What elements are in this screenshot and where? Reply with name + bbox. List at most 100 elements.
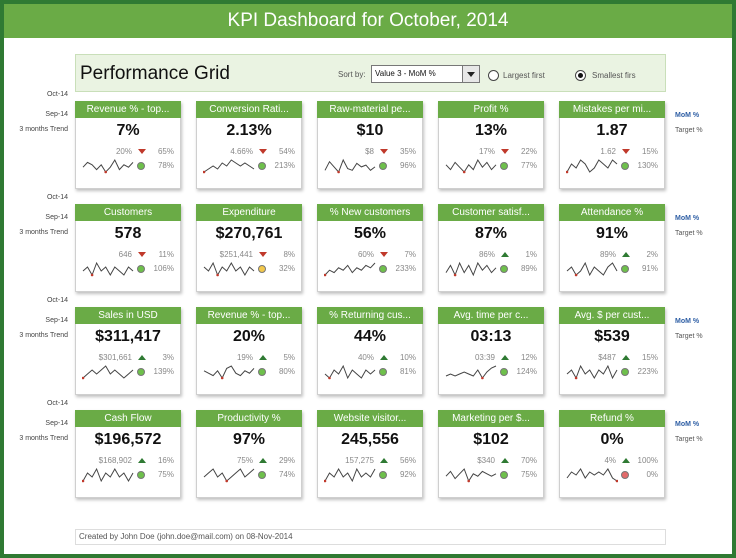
status-dot-icon bbox=[258, 265, 266, 273]
kpi-card-title: Attendance % bbox=[559, 204, 665, 221]
trend-sparkline bbox=[324, 467, 376, 483]
kpi-card[interactable]: Attendance % 91% 89% 2% 91% bbox=[559, 204, 665, 292]
triangle-down-icon bbox=[622, 149, 630, 154]
kpi-previous-value: $487 bbox=[598, 353, 616, 362]
row-label-current: Oct-14 bbox=[46, 91, 68, 98]
kpi-card-title: Customer satisf... bbox=[438, 204, 544, 221]
triangle-down-icon bbox=[259, 252, 267, 257]
kpi-card[interactable]: Sales in USD $311,417 $301,661 3% 139% bbox=[75, 307, 181, 395]
kpi-card[interactable]: Avg. time per c... 03:13 03:39 12% 124% bbox=[438, 307, 544, 395]
kpi-card[interactable]: Avg. $ per cust... $539 $487 15% 223% bbox=[559, 307, 665, 395]
triangle-down-icon bbox=[501, 149, 509, 154]
sort-by-label: Sort by: bbox=[338, 70, 366, 79]
kpi-card[interactable]: Cash Flow $196,572 $168,902 16% 75% bbox=[75, 410, 181, 498]
kpi-mom-percent: 54% bbox=[278, 147, 295, 156]
trend-sparkline bbox=[203, 365, 255, 380]
sparkline-low-marker bbox=[615, 479, 618, 483]
kpi-card[interactable]: % Returning cus... 44% 40% 10% 81% bbox=[317, 307, 423, 395]
kpi-target-percent: 92% bbox=[399, 470, 416, 479]
sort-dropdown[interactable]: Value 3 - MoM % bbox=[371, 65, 480, 83]
triangle-down-icon bbox=[259, 149, 267, 154]
kpi-target-percent: 213% bbox=[274, 161, 295, 170]
kpi-target-percent: 223% bbox=[637, 367, 658, 376]
kpi-card[interactable]: Refund % 0% 4% 100% 0% bbox=[559, 410, 665, 498]
sparkline-path bbox=[566, 261, 618, 277]
kpi-card[interactable]: Marketing per $... $102 $340 70% 75% bbox=[438, 410, 544, 498]
sparkline-low-marker bbox=[90, 273, 94, 277]
kpi-card-title: Sales in USD bbox=[75, 307, 181, 324]
status-dot-icon bbox=[500, 265, 508, 273]
row-label-trend: 3 months Trend bbox=[19, 332, 68, 339]
row-label-trend: 3 months Trend bbox=[19, 126, 68, 133]
triangle-up-icon bbox=[501, 458, 509, 463]
triangle-up-icon bbox=[138, 355, 146, 360]
sparkline-low-marker bbox=[220, 376, 224, 380]
trend-sparkline bbox=[445, 468, 497, 483]
kpi-card-title: % New customers bbox=[317, 204, 423, 221]
kpi-previous-value: 89% bbox=[599, 250, 616, 259]
kpi-card-title: Mistakes per mi... bbox=[559, 101, 665, 118]
mom-label: MoM % bbox=[675, 421, 700, 428]
trend-sparkline bbox=[566, 261, 618, 277]
sparkline-path bbox=[203, 261, 255, 277]
sparkline-path bbox=[324, 467, 376, 483]
sparkline-low-marker bbox=[574, 376, 578, 380]
row-label-previous: Sep-14 bbox=[45, 111, 68, 118]
kpi-card[interactable]: Mistakes per mi... 1.87 1.62 15% 130% bbox=[559, 101, 665, 189]
kpi-mom-percent: 35% bbox=[399, 147, 416, 156]
kpi-target-percent: 0% bbox=[646, 470, 658, 479]
row-label-previous: Sep-14 bbox=[45, 317, 68, 324]
trend-sparkline bbox=[82, 365, 134, 380]
kpi-mom-percent: 11% bbox=[158, 250, 174, 259]
kpi-previous-value: 4% bbox=[604, 456, 616, 465]
kpi-target-percent: 91% bbox=[641, 264, 658, 273]
kpi-card[interactable]: Expenditure $270,761 $251,441 8% 32% bbox=[196, 204, 302, 292]
kpi-card[interactable]: Website visitor... 245,556 157,275 56% 92% bbox=[317, 410, 423, 498]
sparkline-low-marker bbox=[216, 273, 219, 277]
triangle-up-icon bbox=[380, 355, 388, 360]
status-dot-icon bbox=[137, 265, 145, 273]
chevron-down-icon[interactable] bbox=[462, 66, 479, 82]
trend-sparkline bbox=[324, 158, 376, 174]
kpi-card[interactable]: Productivity % 97% 75% 29% 74% bbox=[196, 410, 302, 498]
radio-smallest-first-label: Smallest firs bbox=[592, 71, 636, 80]
sparkline-path bbox=[82, 467, 134, 483]
radio-largest-first-label: Largest first bbox=[503, 71, 545, 80]
trend-sparkline bbox=[324, 262, 376, 277]
radio-largest-first[interactable] bbox=[488, 70, 499, 81]
kpi-current-value: 1.87 bbox=[596, 122, 628, 139]
sparkline-path bbox=[82, 158, 134, 173]
sparkline-low-marker bbox=[462, 170, 466, 174]
row-label-current: Oct-14 bbox=[46, 400, 68, 407]
kpi-card[interactable]: % New customers 56% 60% 7% 233% bbox=[317, 204, 423, 292]
kpi-previous-value: 1.62 bbox=[600, 147, 616, 156]
kpi-card[interactable]: Customer satisf... 87% 86% 1% 89% bbox=[438, 204, 544, 292]
kpi-card[interactable]: Revenue % - top... 7% 20% 65% 78% bbox=[75, 101, 181, 189]
kpi-card[interactable]: Raw-material pe... $10 $8 35% 96% bbox=[317, 101, 423, 189]
sparkline-path bbox=[445, 468, 497, 483]
mom-label: MoM % bbox=[675, 318, 700, 325]
sparkline-path bbox=[203, 468, 255, 482]
kpi-card-title: % Returning cus... bbox=[317, 307, 423, 324]
sparkline-path bbox=[445, 365, 497, 379]
kpi-card[interactable]: Conversion Rati... 2.13% 4.66% 54% 213% bbox=[196, 101, 302, 189]
kpi-mom-percent: 56% bbox=[399, 456, 416, 465]
kpi-previous-value: $340 bbox=[477, 456, 495, 465]
kpi-previous-value: 40% bbox=[357, 353, 374, 362]
mom-label: MoM % bbox=[675, 215, 700, 222]
radio-smallest-first[interactable] bbox=[575, 70, 586, 81]
status-dot-icon bbox=[500, 368, 508, 376]
sparkline-low-marker bbox=[203, 170, 206, 174]
kpi-card[interactable]: Customers 578 646 11% 106% bbox=[75, 204, 181, 292]
kpi-current-value: 0% bbox=[600, 431, 624, 448]
kpi-card[interactable]: Profit % 13% 17% 22% 77% bbox=[438, 101, 544, 189]
target-label: Target % bbox=[675, 436, 703, 443]
status-dot-icon bbox=[621, 162, 629, 170]
kpi-card-title: Marketing per $... bbox=[438, 410, 544, 427]
kpi-card[interactable]: Revenue % - top... 20% 19% 5% 80% bbox=[196, 307, 302, 395]
sparkline-low-marker bbox=[82, 479, 85, 483]
kpi-mom-percent: 10% bbox=[399, 353, 416, 362]
kpi-current-value: 245,556 bbox=[341, 431, 399, 448]
trend-sparkline bbox=[566, 468, 618, 483]
kpi-previous-value: 86% bbox=[478, 250, 495, 259]
